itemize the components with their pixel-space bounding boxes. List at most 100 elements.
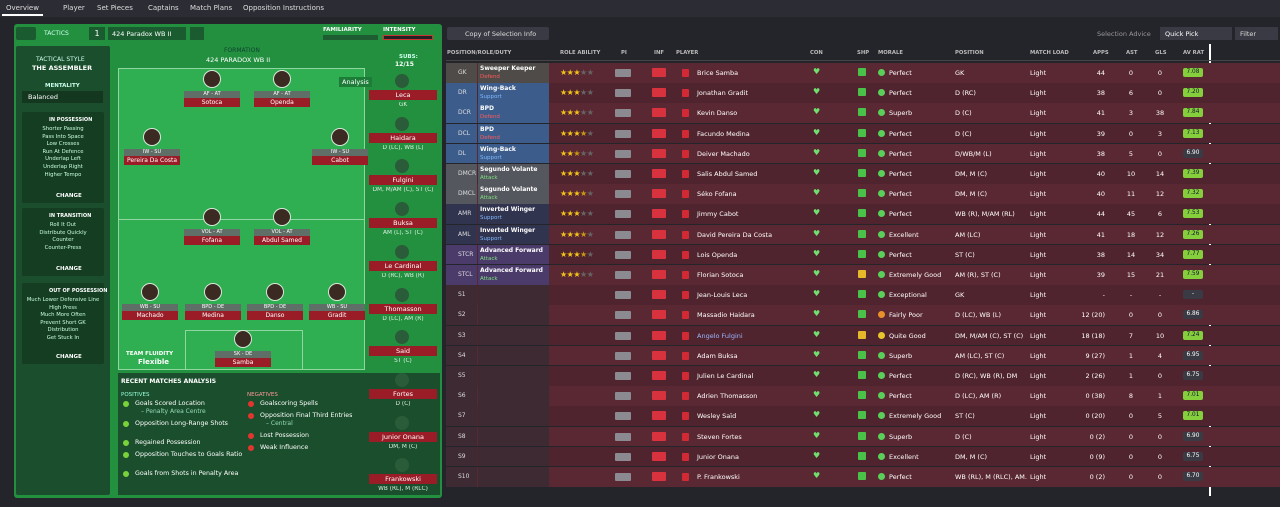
player-name[interactable]: Wesley Saïd xyxy=(697,412,737,421)
positives-label: POSITIVES xyxy=(121,392,150,398)
column-header[interactable]: AST xyxy=(1126,50,1138,56)
player-name[interactable]: Gradit xyxy=(309,311,365,320)
sub-name[interactable]: Thomasson xyxy=(369,303,437,314)
sub-name[interactable]: Frankowski xyxy=(369,474,437,485)
average-rating: 6.95 xyxy=(1183,350,1203,360)
pi-icon xyxy=(615,331,631,340)
player-name[interactable]: Machado xyxy=(122,311,178,320)
role-name: Advanced Forward xyxy=(480,246,543,254)
nav-tab[interactable]: Match Plans xyxy=(190,4,233,12)
player-name[interactable]: Deiver Machado xyxy=(697,149,750,158)
filter-button[interactable]: Filter xyxy=(1235,27,1278,40)
player-name[interactable]: Florian Sotoca xyxy=(697,271,744,279)
column-header[interactable]: ROLE ABILITY xyxy=(560,50,601,56)
sub-name[interactable]: Haidara xyxy=(369,132,437,143)
phase-button[interactable]: CHANGE xyxy=(56,266,82,272)
quick-button[interactable]: Quick Pick xyxy=(1160,27,1232,40)
column-header[interactable]: SHP xyxy=(857,50,870,56)
column-header[interactable]: MORALE xyxy=(878,50,903,56)
apps: 38 xyxy=(1096,250,1105,259)
nav-tab[interactable]: Player xyxy=(63,4,85,12)
column-header[interactable]: GLS xyxy=(1155,50,1167,56)
back-button[interactable] xyxy=(16,27,36,40)
player-name[interactable]: Sotoca xyxy=(184,98,240,107)
sub-name[interactable]: Le Cardinal xyxy=(369,260,437,271)
analysis-button[interactable]: Analysis xyxy=(339,77,372,87)
position: DM, M (C) xyxy=(955,452,988,461)
column-header[interactable]: MATCH LOAD xyxy=(1030,50,1069,56)
phase-button[interactable]: CHANGE xyxy=(56,354,82,360)
assists: 1 xyxy=(1128,372,1134,380)
player-name[interactable]: Massadio Haidara xyxy=(697,311,755,320)
tactic-select[interactable]: 424 Paradox WB II xyxy=(108,27,186,40)
pi-icon xyxy=(615,129,631,138)
sub-name[interactable]: Fortes xyxy=(369,388,437,399)
column-header[interactable]: CON xyxy=(810,50,823,56)
assists: - xyxy=(1129,291,1133,300)
player-name[interactable]: Jimmy Cabot xyxy=(697,210,739,219)
nav-tab[interactable]: Overview xyxy=(2,4,43,16)
column-header[interactable]: INF xyxy=(654,50,665,56)
sub-name[interactable]: Buksa xyxy=(369,218,437,229)
sub-name[interactable]: Junior Onana xyxy=(369,431,437,442)
position-code: S9 xyxy=(458,452,466,460)
player-name[interactable]: Adam Buksa xyxy=(697,351,738,360)
inf-badge xyxy=(652,209,666,219)
player-name[interactable]: Junior Onana xyxy=(697,452,739,461)
condition-heart: ♥ xyxy=(813,390,821,400)
column-header[interactable]: POSITION/ROLE/DUTY xyxy=(447,50,512,56)
sharpness-icon xyxy=(858,148,866,157)
player-name[interactable]: Kevin Danso xyxy=(697,109,738,118)
pi-icon xyxy=(615,109,631,118)
player-name[interactable]: Abdul Samed xyxy=(254,236,310,245)
column-header[interactable]: PLAYER xyxy=(676,50,699,56)
player-name[interactable]: Angelo Fulgini xyxy=(697,331,743,340)
player-name[interactable]: Samba xyxy=(215,358,271,367)
player-name[interactable]: Danso xyxy=(247,311,303,320)
copy-button[interactable]: Copy of Selection Info xyxy=(447,27,549,40)
player-name[interactable]: Adrien Thomasson xyxy=(697,392,758,401)
inf-badge xyxy=(652,270,666,279)
player-name[interactable]: P. Frankowski xyxy=(697,473,740,481)
player-name[interactable]: Medina xyxy=(185,311,241,320)
player-name[interactable]: Fofana xyxy=(184,236,240,245)
phase-button[interactable]: CHANGE xyxy=(56,193,82,199)
sub-name[interactable]: Said xyxy=(369,346,437,357)
shirt-icon xyxy=(682,69,689,77)
player-name[interactable]: Pereira Da Costa xyxy=(124,156,180,165)
mentality-select[interactable]: Balanced xyxy=(22,91,103,103)
add-button[interactable] xyxy=(190,27,204,40)
sub-name[interactable]: Fulgini xyxy=(369,175,437,186)
player-name[interactable]: Julien Le Cardinal xyxy=(697,372,754,380)
star: ★ xyxy=(580,169,587,178)
position-code: DR xyxy=(458,89,467,97)
column-header[interactable]: POSITION xyxy=(955,50,984,56)
player-name[interactable]: Séko Fofana xyxy=(697,190,737,199)
code-cell xyxy=(446,366,477,386)
advice-button[interactable]: Selection Advice xyxy=(1097,30,1151,38)
player-name[interactable]: Jean-Louis Leca xyxy=(697,291,748,300)
nav-tab[interactable]: Set Pieces xyxy=(97,4,133,12)
goals: 4 xyxy=(1157,351,1163,360)
player-name[interactable]: Steven Fortes xyxy=(697,432,742,441)
column-header[interactable]: AV RAT xyxy=(1183,50,1205,56)
shirt-icon xyxy=(682,432,689,441)
player-name[interactable]: Facundo Medina xyxy=(697,129,750,138)
morale: Perfect xyxy=(889,190,912,199)
sub-name[interactable]: Leca xyxy=(369,90,437,100)
code-cell xyxy=(446,446,477,467)
role-badge: BPD - DE xyxy=(247,304,303,311)
column-header[interactable]: APPS xyxy=(1093,50,1109,56)
assists: 5 xyxy=(1128,149,1134,158)
column-header[interactable]: PI xyxy=(621,50,627,56)
player-name[interactable]: Openda xyxy=(254,98,310,107)
player-name[interactable]: Salis Abdul Samed xyxy=(697,170,758,178)
nav-tab[interactable]: Opposition Instructions xyxy=(243,4,325,12)
player-name[interactable]: Lois Openda xyxy=(697,250,738,259)
nav-tab[interactable]: Captains xyxy=(148,4,179,12)
player-name[interactable]: Jonathan Gradit xyxy=(697,89,749,98)
player-name[interactable]: Brice Samba xyxy=(697,69,739,77)
player-name[interactable]: David Pereira Da Costa xyxy=(697,230,773,239)
player-name[interactable]: Cabot xyxy=(312,156,368,165)
